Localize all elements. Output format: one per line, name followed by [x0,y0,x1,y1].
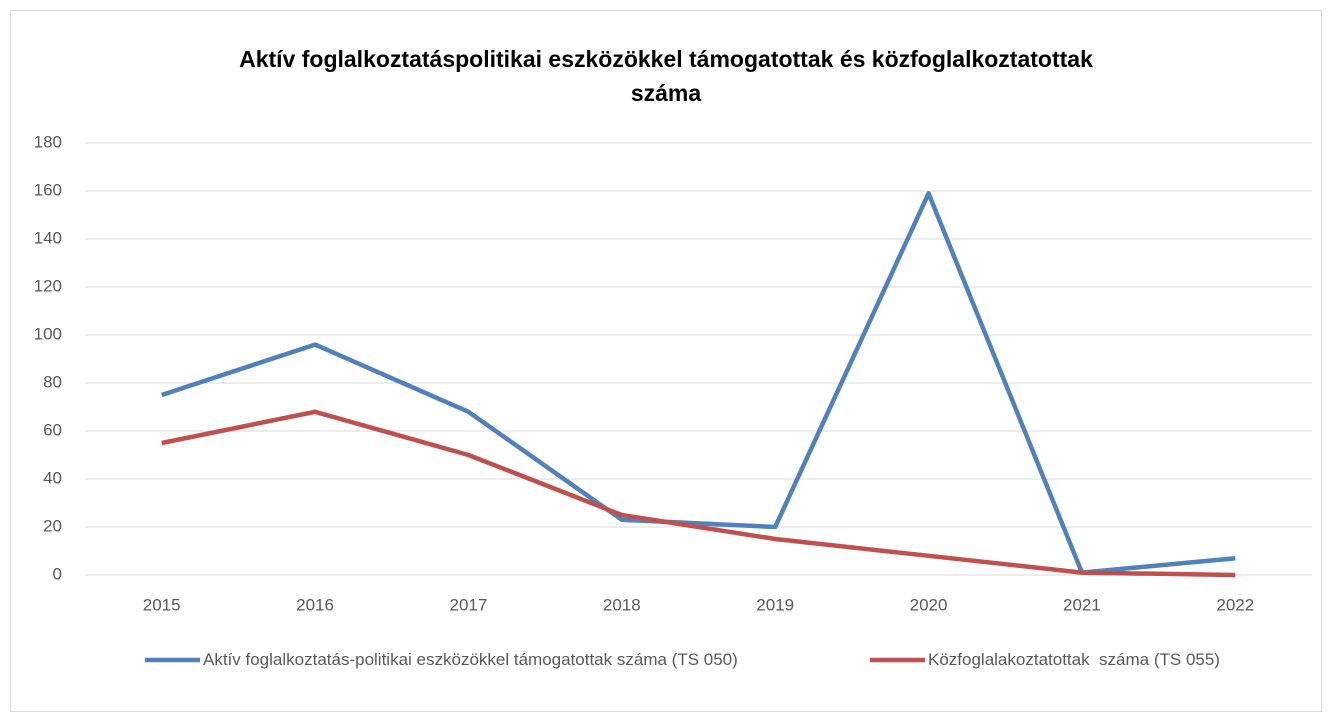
x-tick-label: 2017 [450,595,488,614]
series-line [160,191,1236,575]
legend-label: Közfoglalakoztatottak száma (TS 055) [928,650,1220,669]
y-tick-label: 180 [34,132,62,151]
y-tick-label: 80 [43,372,62,391]
legend-label: Aktív foglalkoztatás-politikai eszközökk… [203,650,738,669]
y-tick-label: 60 [43,420,62,439]
chart-title: Aktív foglalkoztatáspolitikai eszközökke… [239,46,1093,106]
series-line [161,409,1236,578]
y-tick-label: 0 [53,564,62,583]
x-tick-label: 2020 [910,595,948,614]
y-tick-label: 20 [43,516,62,535]
x-tick-label: 2021 [1063,595,1101,614]
x-tick-label: 2019 [756,595,794,614]
x-tick-label: 2016 [296,595,334,614]
y-tick-label: 160 [34,180,62,199]
x-tick-label: 2018 [603,595,641,614]
x-tick-label: 2022 [1216,595,1254,614]
y-tick-label: 100 [34,324,62,343]
y-tick-label: 40 [43,468,62,487]
x-tick-label: 2015 [143,595,181,614]
y-tick-label: 140 [34,228,62,247]
chart-border [10,10,1322,712]
y-tick-label: 120 [34,276,62,295]
